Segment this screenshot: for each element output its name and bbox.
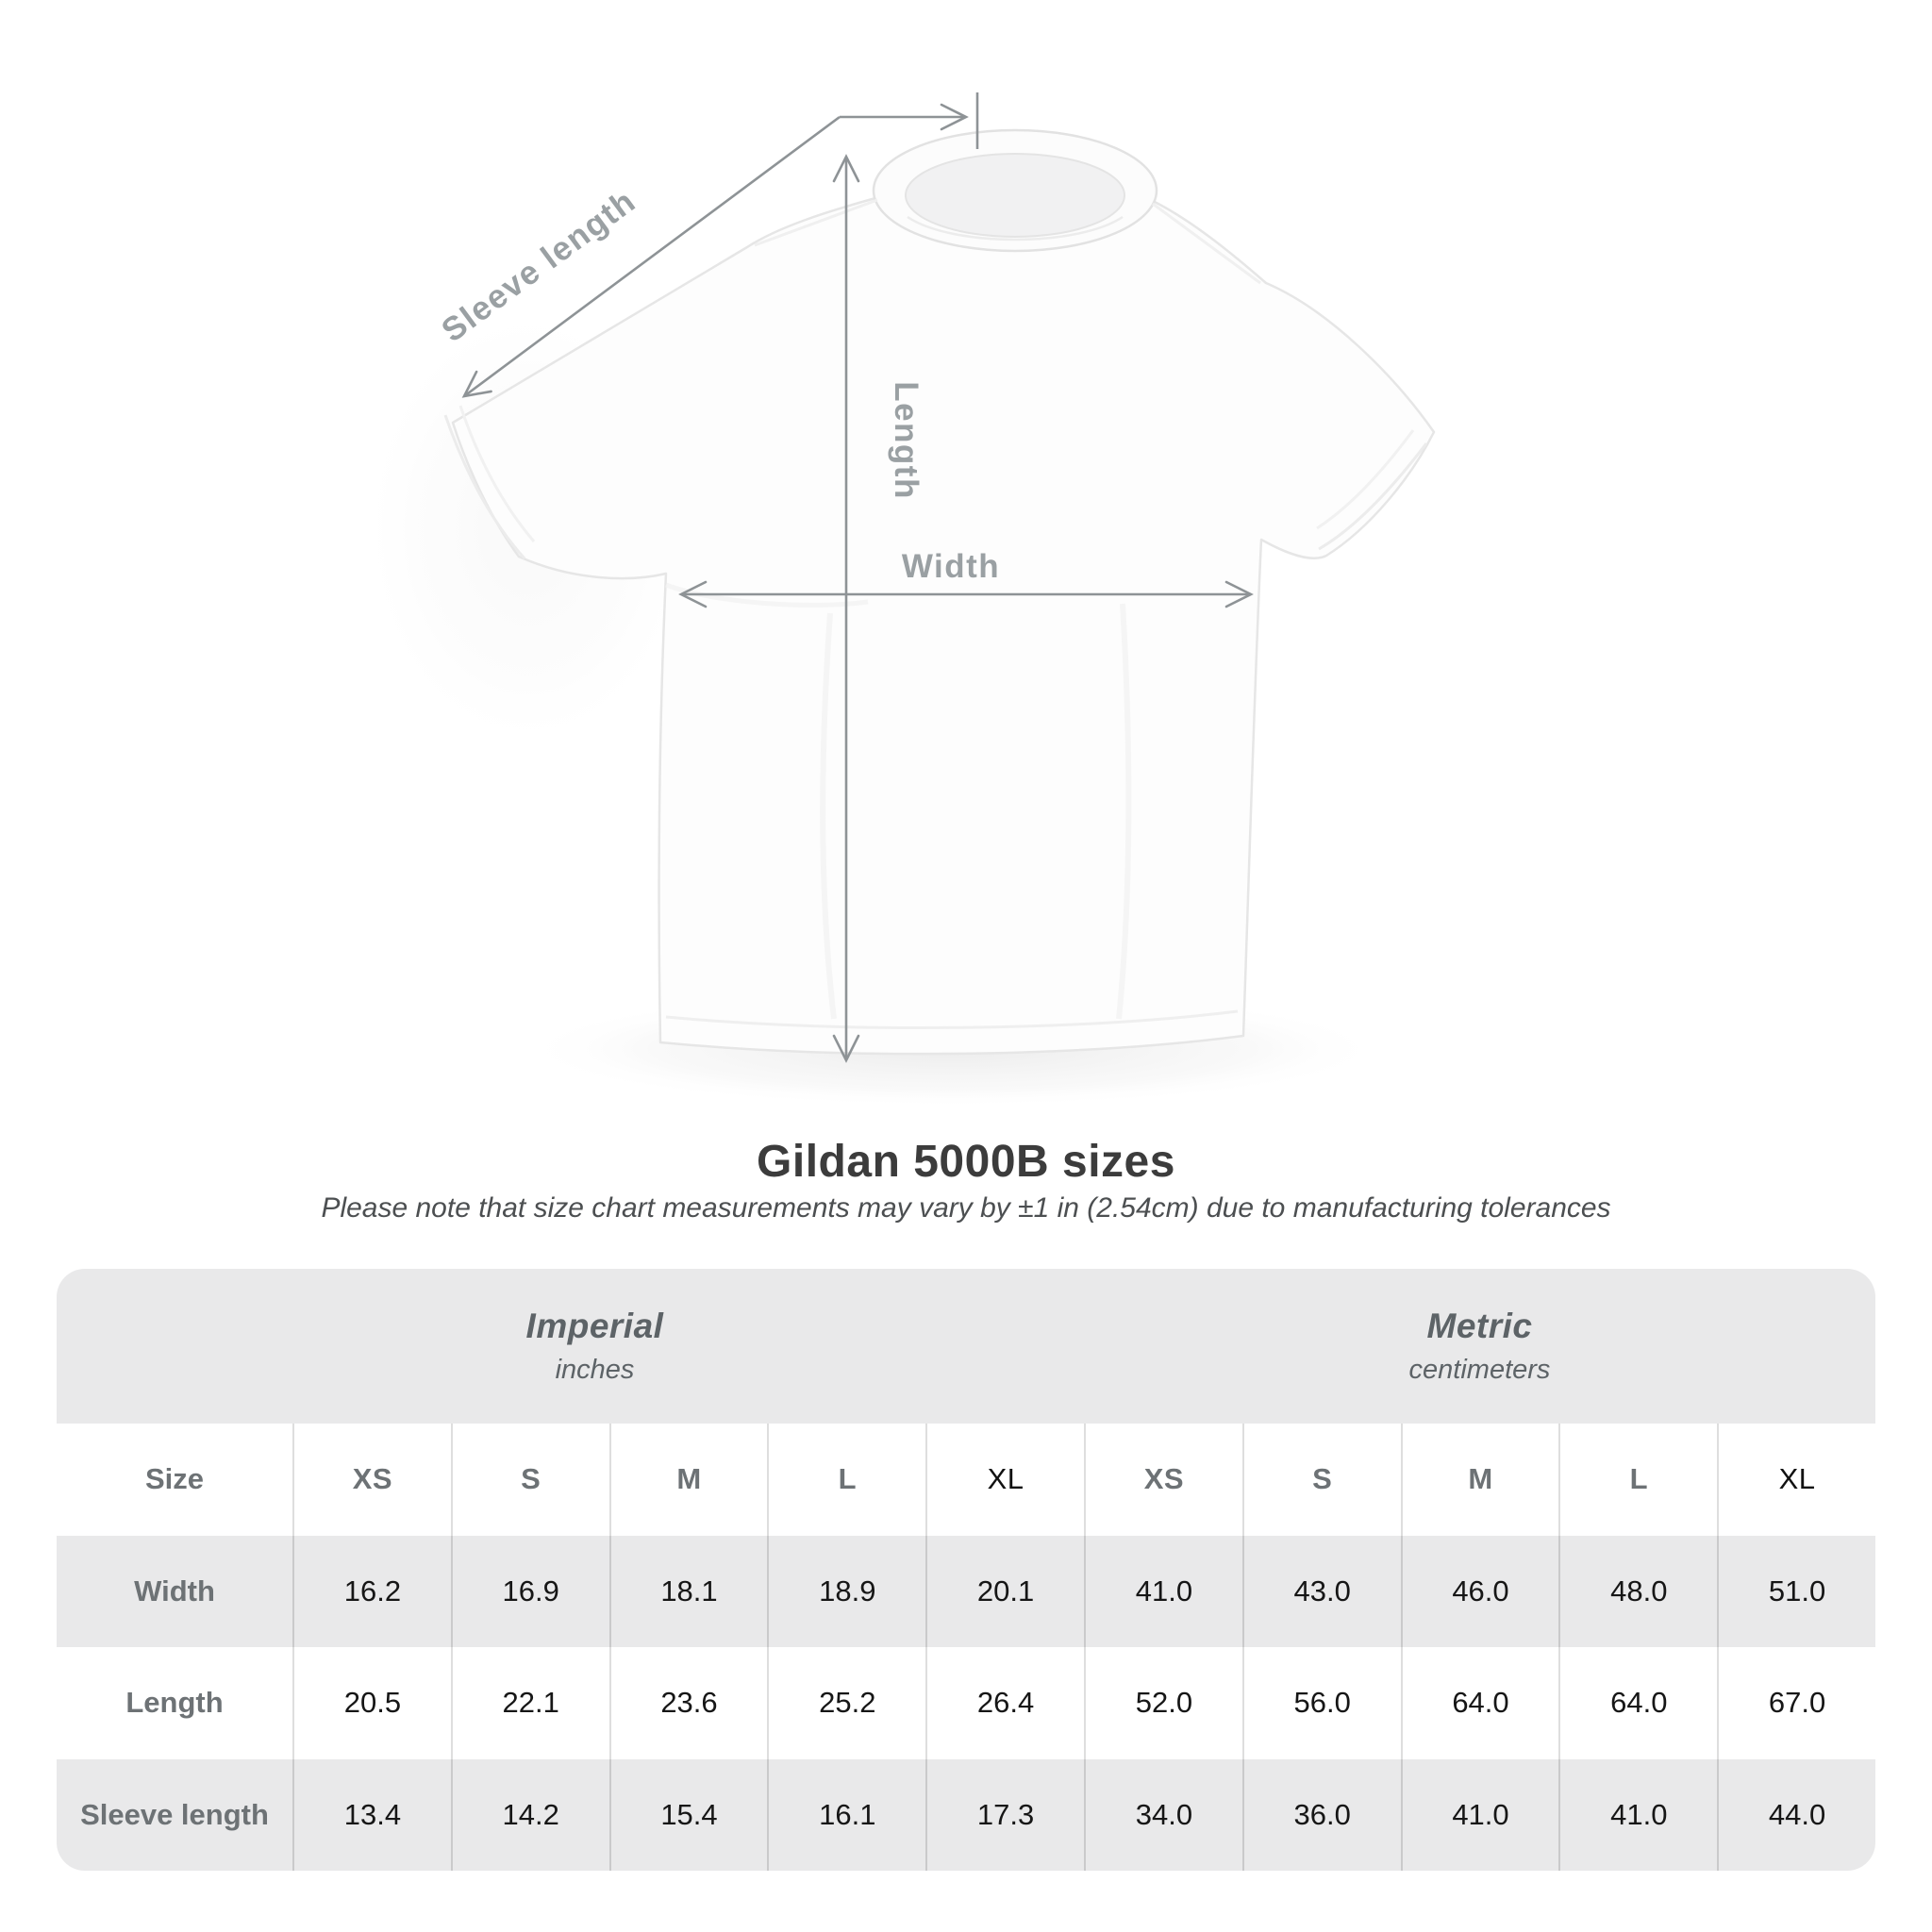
length-l-cm: 64.0: [1558, 1647, 1717, 1759]
left-cuff-seam: [443, 414, 526, 560]
imperial-band: Imperial inches: [57, 1269, 1084, 1424]
sleeve-length-line: [461, 115, 841, 398]
width-xl-in: 20.1: [925, 1535, 1084, 1647]
length-s-cm: 56.0: [1241, 1647, 1401, 1759]
length-xs-cm: 52.0: [1084, 1647, 1242, 1759]
row-label-width: Width: [134, 1574, 215, 1607]
metric-title: Metric: [1426, 1307, 1533, 1345]
size-header-l-imperial: L: [767, 1424, 925, 1536]
width-m-in: 18.1: [608, 1535, 768, 1647]
page-title: Gildan 5000B sizes: [757, 1137, 1175, 1187]
metric-band: Metric centimeters: [1084, 1269, 1875, 1424]
sleeve-m-in: 15.4: [608, 1758, 768, 1871]
sleeve-s-in: 14.2: [450, 1758, 609, 1871]
width-s-cm: 43.0: [1241, 1535, 1401, 1647]
collar-ribbing-seam: [907, 215, 1124, 242]
size-header-xs-imperial: XS: [292, 1424, 451, 1536]
sleeve-xl-in: 17.3: [925, 1758, 1084, 1871]
length-xl-in: 26.4: [925, 1647, 1084, 1759]
size-header-m-metric: M: [1400, 1424, 1559, 1536]
length-label: Length: [888, 381, 924, 500]
left-cuff-seam-inner: [458, 405, 536, 542]
size-header-s-metric: S: [1241, 1424, 1401, 1536]
units-band: Imperial inches Metric centimeters: [57, 1269, 1875, 1424]
sleeve-s-cm: 36.0: [1241, 1758, 1401, 1871]
width-l-in: 18.9: [767, 1535, 925, 1647]
hem-seam: [665, 1009, 1239, 1029]
size-header-m-imperial: M: [608, 1424, 768, 1536]
sleeve-xs-in: 13.4: [292, 1758, 451, 1871]
fabric-crease: [1116, 603, 1132, 1020]
size-header-xl-imperial: XL: [925, 1424, 1084, 1536]
sleeve-m-cm: 41.0: [1400, 1758, 1559, 1871]
length-xl-cm: 67.0: [1717, 1647, 1875, 1759]
size-table: Imperial inches Metric centimeters Size …: [57, 1269, 1875, 1871]
size-header-xs-metric: XS: [1084, 1424, 1242, 1536]
fabric-crease: [820, 612, 837, 1020]
width-l-cm: 48.0: [1558, 1535, 1717, 1647]
size-column-header: Size: [144, 1462, 205, 1496]
size-header-row: Size XS S M L XL XS S M L XL: [57, 1424, 1875, 1536]
width-xs-cm: 41.0: [1084, 1535, 1242, 1647]
imperial-title: Imperial: [525, 1307, 664, 1345]
row-label-length: Length: [125, 1686, 224, 1720]
table-row-width: Width 16.2 16.9 18.1 18.9 20.1 41.0 43.0…: [57, 1535, 1875, 1647]
tshirt-measurement-diagram: Sleeve length Length Width: [358, 92, 1436, 1108]
measurement-annotations: [461, 92, 1254, 1063]
sleeve-l-in: 16.1: [767, 1758, 925, 1871]
width-xs-in: 16.2: [292, 1535, 451, 1647]
length-m-cm: 64.0: [1400, 1647, 1559, 1759]
table-row-sleeve: Sleeve length 13.4 14.2 15.4 16.1 17.3 3…: [57, 1758, 1875, 1871]
size-header-l-metric: L: [1558, 1424, 1717, 1536]
width-m-cm: 46.0: [1400, 1535, 1559, 1647]
width-xl-cm: 51.0: [1717, 1535, 1875, 1647]
length-l-in: 25.2: [767, 1647, 925, 1759]
tolerance-note: Please note that size chart measurements…: [321, 1192, 1611, 1224]
collar-opening: [905, 153, 1125, 238]
size-header-xl-metric: XL: [1717, 1424, 1875, 1536]
row-label-sleeve: Sleeve length: [80, 1797, 269, 1831]
length-s-in: 22.1: [450, 1647, 609, 1759]
size-header-s-imperial: S: [450, 1424, 609, 1536]
right-shoulder-seam: [1152, 202, 1261, 285]
sleeve-xl-cm: 44.0: [1717, 1758, 1875, 1871]
sleeve-xs-cm: 34.0: [1084, 1758, 1242, 1871]
width-label: Width: [902, 548, 1000, 585]
length-m-in: 23.6: [608, 1647, 768, 1759]
sleeve-l-cm: 41.0: [1558, 1758, 1717, 1871]
right-cuff-seam: [1318, 442, 1428, 551]
width-s-in: 16.9: [450, 1535, 609, 1647]
length-xs-in: 20.5: [292, 1647, 451, 1759]
table-row-length: Length 20.5 22.1 23.6 25.2 26.4 52.0 56.…: [57, 1647, 1875, 1759]
right-cuff-seam-inner: [1316, 429, 1415, 530]
imperial-unit: inches: [555, 1355, 635, 1385]
metric-unit: centimeters: [1408, 1355, 1551, 1385]
